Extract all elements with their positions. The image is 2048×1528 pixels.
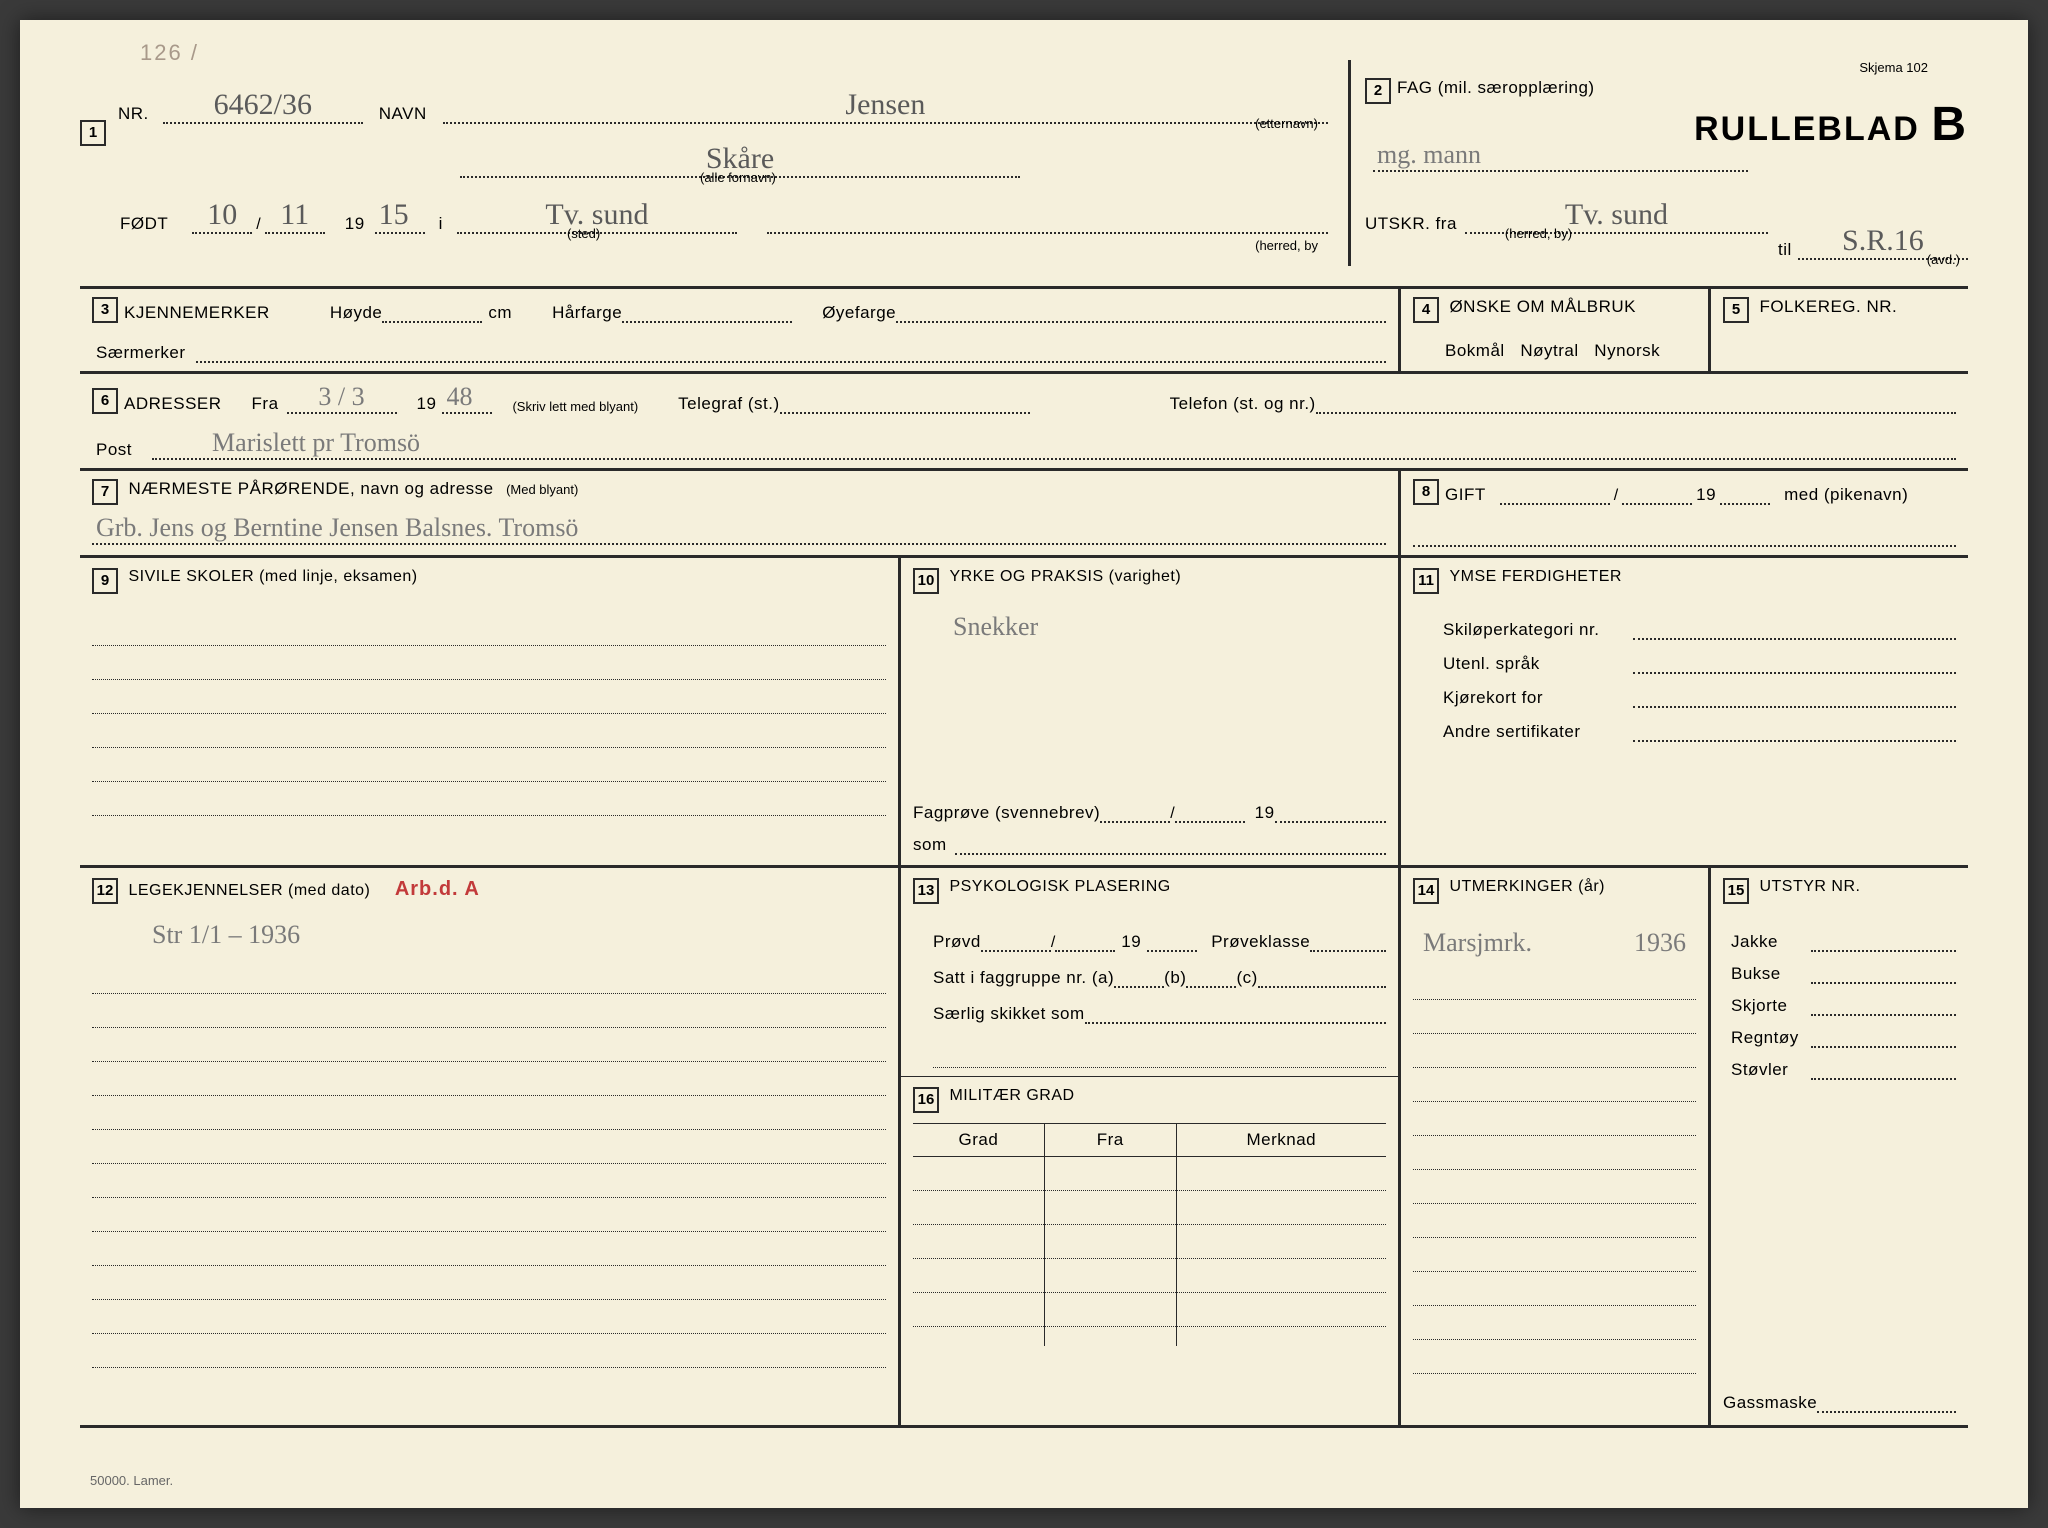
utstyr-item: Regntøy [1731,1024,1956,1048]
navn-label: NAVN [379,104,427,124]
box-15: 15 [1723,878,1749,904]
box-10: 10 [913,568,939,594]
form-title: RULLEBLAD B [1468,97,1968,152]
post-value: Marislett pr Tromsö [152,428,1956,460]
nr-value: 6462/36 [163,88,363,124]
box-11: 11 [1413,568,1439,594]
box-6: 6 [92,388,118,414]
box-3: 3 [92,297,118,323]
fodt-label: FØDT [120,214,168,234]
row-9-10-11: 9 SIVILE SKOLER (med linje, eksamen) 10 … [80,555,1968,865]
box-4: 4 [1413,297,1439,323]
nr-label: NR. [118,104,149,124]
record-card: 126 / Skjema 102 RULLEBLAD B 1 NR. 6462/… [20,20,2028,1508]
row-6: 6 ADRESSER Fra 3 / 3 19 48 (Skriv lett m… [80,371,1968,468]
skjema-label: Skjema 102 [1468,60,1928,75]
box-12: 12 [92,878,118,904]
box-16: 16 [913,1087,939,1113]
box-14: 14 [1413,878,1439,904]
box-9: 9 [92,568,118,594]
arbd-stamp: Arb.d. A [395,878,480,900]
box-7: 7 [92,479,118,505]
box-2: 2 [1365,78,1391,104]
utstyr-list: Jakke Bukse Skjorte Regntøy Støvler [1723,904,1956,1080]
etternavn: Jensen [443,88,1328,124]
box-13: 13 [913,878,939,904]
box-5: 5 [1723,297,1749,323]
footer: 50000. Lamer. [90,1473,173,1488]
header-right: Skjema 102 RULLEBLAD B [1468,60,1968,152]
utstyr-item: Skjorte [1731,992,1956,1016]
row-bottom: 12 LEGEKJENNELSER (med dato) Arb.d. A St… [80,865,1968,1425]
row-345: 3 KJENNEMERKER Høyde cm Hårfarge Øyefarg… [80,286,1968,371]
page-stamp: 126 / [140,40,199,66]
utstyr-item: Støvler [1731,1056,1956,1080]
fodt-year: 15 [375,198,425,234]
utstyr-item: Bukse [1731,960,1956,984]
box-8: 8 [1413,479,1439,505]
row-78: 7 NÆRMESTE PÅRØRENDE, navn og adresse (M… [80,468,1968,555]
parorende: Grb. Jens og Berntine Jensen Balsnes. Tr… [92,513,1386,545]
fodt-day: 10 [192,198,252,234]
yrke-value: Snekker [913,594,1386,642]
fodt-month: 11 [265,198,325,234]
utstyr-item: Jakke [1731,928,1956,952]
